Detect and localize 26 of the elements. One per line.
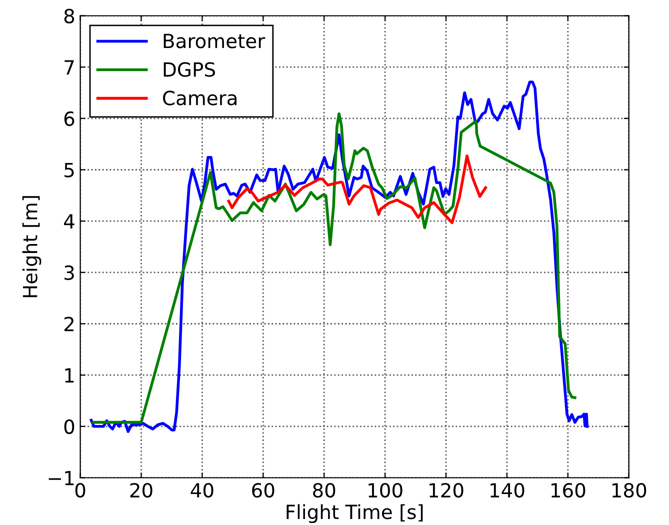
y-axis-title: Height [m] <box>22 196 42 298</box>
y-tick-label: −1 <box>48 470 74 486</box>
x-tick-label: 160 <box>551 482 586 498</box>
y-tick-label: 8 <box>64 8 74 24</box>
y-tick-label: 0 <box>64 419 74 434</box>
x-tick-label: 60 <box>252 482 274 498</box>
x-tick-label: 140 <box>490 482 524 498</box>
line-series <box>227 154 488 224</box>
y-tick-label: 1 <box>65 368 74 382</box>
legend-label: DGPS <box>164 62 215 77</box>
y-tick-label: 3 <box>64 265 74 280</box>
y-tick-label: 7 <box>64 60 74 74</box>
x-tick-label: 120 <box>430 482 464 498</box>
x-tick-label: 180 <box>612 482 646 498</box>
x-tick-label: 0 <box>75 482 86 498</box>
y-tick-label: 6 <box>64 111 74 126</box>
x-tick-label: 40 <box>190 482 214 498</box>
x-tick-label: 80 <box>313 482 336 498</box>
x-axis-title: Flight Time [s] <box>286 504 423 524</box>
y-tick-label: 2 <box>64 316 74 332</box>
x-tick-label: 20 <box>130 482 152 498</box>
legend-label: Camera <box>163 90 236 106</box>
x-tick-label: 100 <box>368 482 402 498</box>
y-tick-label: 4 <box>64 214 74 228</box>
legend-label: Barometer <box>164 34 266 48</box>
y-tick-label: 5 <box>64 162 74 178</box>
